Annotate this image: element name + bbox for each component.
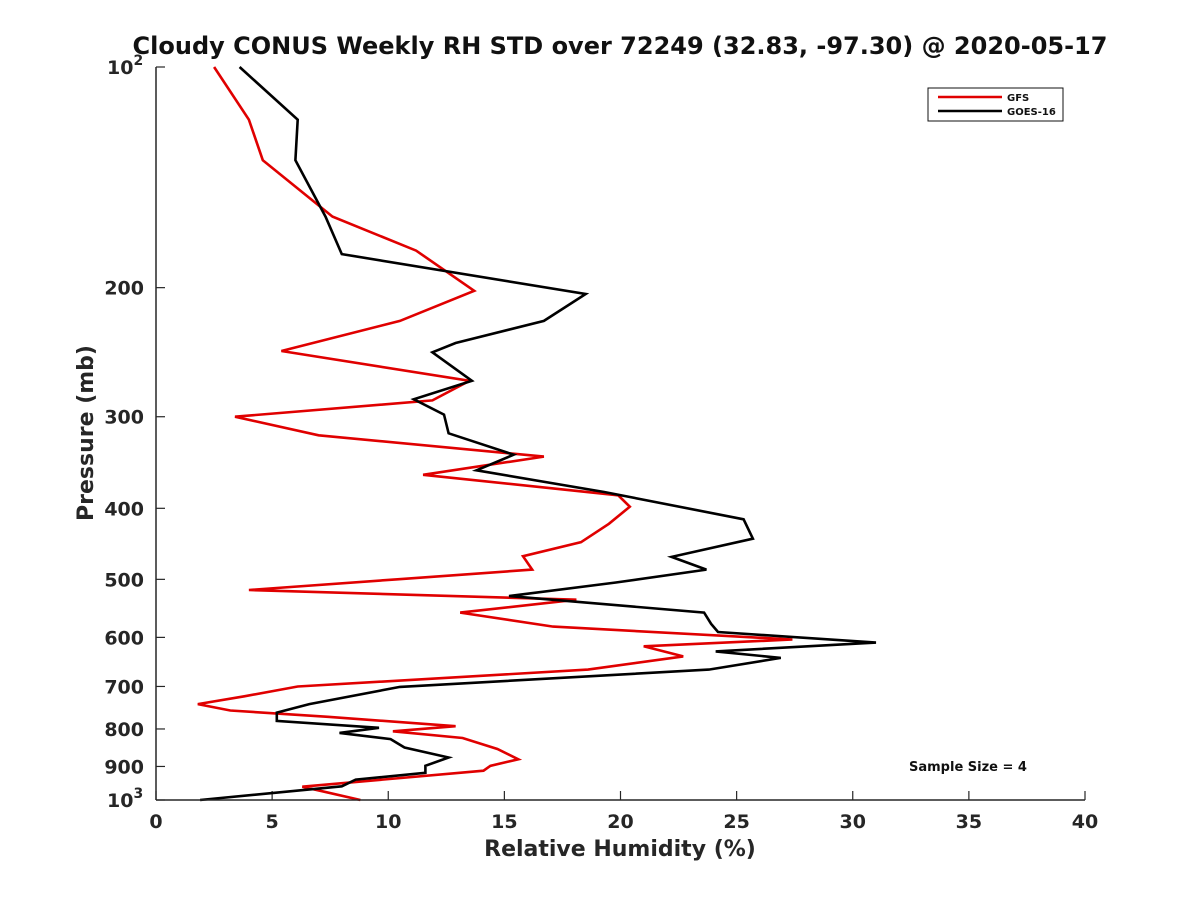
y-tick-label-exponent: 2 [133, 53, 143, 69]
sample-size-annotation: Sample Size = 4 [909, 760, 1027, 775]
x-tick-label: 20 [607, 811, 633, 833]
plot-area [156, 67, 1085, 800]
x-tick-label: 5 [266, 811, 279, 833]
x-tick-label: 0 [149, 811, 162, 833]
legend-label-gfs: GFS [1007, 93, 1029, 104]
y-tick-label: 102 [107, 53, 143, 79]
y-tick-label: 600 [104, 627, 144, 649]
x-tick-label: 15 [491, 811, 517, 833]
x-axis-ticks: 0 5 10 15 20 25 30 35 40 [149, 791, 1098, 833]
y-tick-label: 103 [107, 786, 143, 812]
series-line-gfs [197, 66, 793, 802]
y-tick-label: 900 [104, 756, 144, 778]
x-tick-label: 35 [956, 811, 982, 833]
y-tick-label-base: 10 [107, 57, 133, 79]
y-tick-label: 500 [104, 569, 144, 591]
y-tick-label: 300 [104, 407, 144, 429]
y-tick-label: 800 [104, 719, 144, 741]
legend-box [927, 87, 1064, 122]
y-tick-label: 700 [104, 676, 144, 698]
x-tick-label: 25 [723, 811, 749, 833]
y-tick-label-exponent: 3 [133, 786, 143, 802]
y-axis-label: Pressure (mb) [74, 345, 99, 521]
y-tick-label-base: 10 [107, 790, 133, 812]
series-line-goes16 [199, 66, 877, 802]
legend-label-goes16: GOES-16 [1007, 107, 1056, 118]
y-tick-label: 200 [104, 278, 144, 300]
chart-title: Cloudy CONUS Weekly RH STD over 72249 (3… [133, 32, 1108, 60]
y-tick-label: 400 [104, 498, 144, 520]
x-axis-label: Relative Humidity (%) [484, 837, 756, 862]
x-tick-label: 30 [840, 811, 866, 833]
x-tick-label: 40 [1072, 811, 1098, 833]
legend: GFS GOES-16 [927, 87, 1064, 122]
series-layer [197, 66, 877, 802]
x-tick-label: 10 [375, 811, 401, 833]
